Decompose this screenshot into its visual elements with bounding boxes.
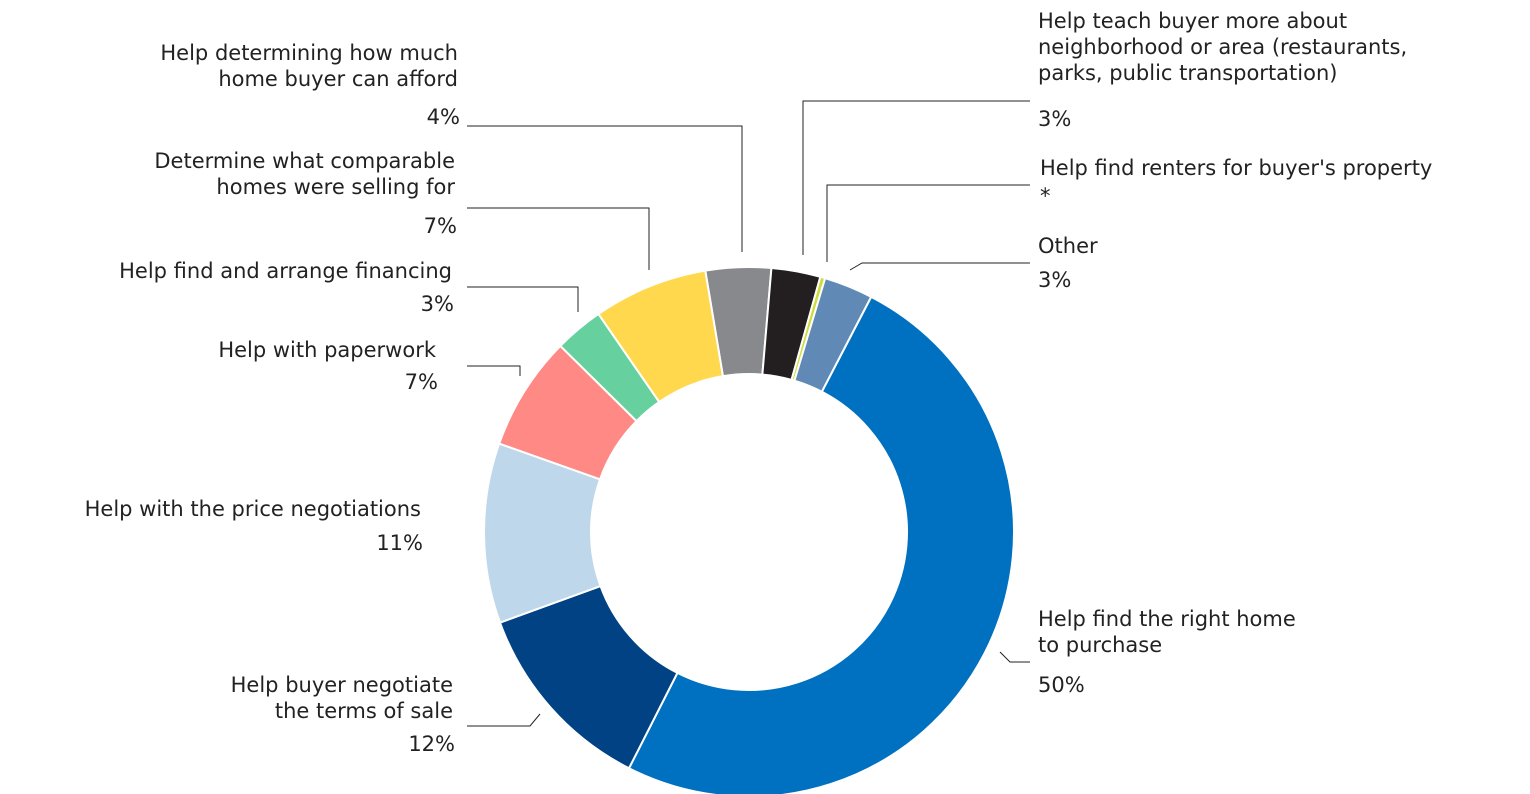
value-label: 3% <box>420 292 454 316</box>
value-label: * <box>1040 184 1051 208</box>
category-label: Help find the right home to purchase <box>1038 607 1296 657</box>
category-label: Determine what comparable homes were sel… <box>154 149 455 199</box>
category-label: Other <box>1038 234 1098 258</box>
value-label: 7% <box>423 214 457 238</box>
donut-segment <box>597 269 725 404</box>
leader-line <box>467 365 521 376</box>
value-label: 4% <box>426 105 460 129</box>
category-label: Help buyer negotiate the terms of sale <box>230 673 453 723</box>
category-label: Help teach buyer more about neighborhood… <box>1038 9 1408 85</box>
category-label: Help with the price negotiations <box>84 497 421 521</box>
value-label: 7% <box>404 370 438 394</box>
value-label: 50% <box>1038 673 1085 697</box>
leader-line <box>826 184 1030 262</box>
leader-line <box>999 651 1030 663</box>
leader-line <box>467 207 650 270</box>
value-label: 3% <box>1038 268 1072 292</box>
leader-line <box>802 100 1030 255</box>
leader-line <box>467 713 541 727</box>
category-label: Help determining how much home buyer can… <box>160 41 458 91</box>
value-label: 3% <box>1038 107 1072 131</box>
category-label: Help find renters for buyer's property <box>1040 156 1433 180</box>
donut-segment <box>627 295 1015 794</box>
category-label: Help with paperwork <box>218 338 436 362</box>
leader-line <box>467 286 579 312</box>
leader-line <box>467 125 743 252</box>
category-label: Help find and arrange financing <box>119 259 452 283</box>
leader-line <box>849 262 1030 271</box>
value-label: 11% <box>376 531 423 555</box>
value-label: 12% <box>408 732 455 756</box>
